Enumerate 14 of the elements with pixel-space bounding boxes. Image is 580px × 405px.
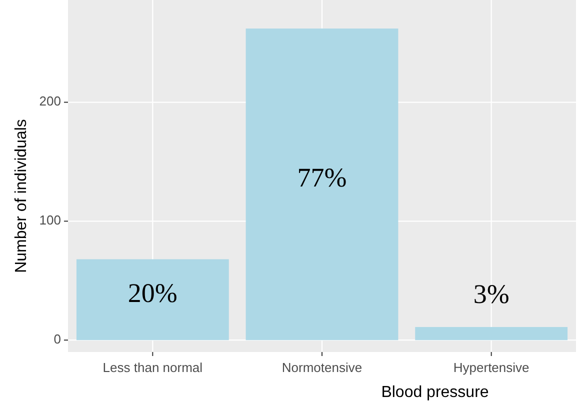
- bar: [415, 327, 568, 340]
- x-tick-label: Hypertensive: [453, 360, 530, 375]
- bar: [76, 259, 229, 340]
- y-tick-label: 100: [39, 212, 61, 228]
- x-tick-label: Normotensive: [282, 360, 362, 375]
- x-axis-title: Blood pressure: [381, 384, 489, 401]
- bar: [246, 28, 398, 340]
- annotation: 3%: [473, 279, 510, 310]
- annotation: 20%: [128, 278, 178, 308]
- y-tick-label: 0: [54, 332, 61, 347]
- y-axis-title: Number of individuals: [13, 119, 30, 273]
- y-tick-label: 200: [39, 94, 61, 109]
- annotation: 77%: [297, 162, 347, 193]
- x-tick-label: Less than normal: [102, 360, 203, 375]
